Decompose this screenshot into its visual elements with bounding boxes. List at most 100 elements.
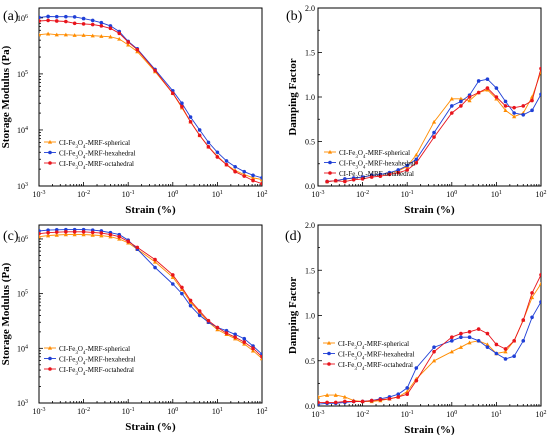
panel-label: (d) (285, 229, 302, 244)
data-point-octahedral (521, 318, 526, 322)
data-point-octahedral (206, 318, 211, 323)
x-tick-exponent: -3 (41, 407, 46, 413)
data-point-spherical (72, 232, 77, 237)
chart-panel: 10-3 10-2 10-1 100 101 1020.00.51.01.52.0Stra… (286, 4, 547, 216)
x-tick-label: 101 (491, 190, 502, 199)
y-tick-label: 1.5 (305, 266, 315, 275)
data-point-hexahedral (494, 86, 499, 90)
data-point-octahedral (135, 47, 140, 52)
x-tick-label: 10-2 (356, 410, 369, 419)
data-point-octahedral (351, 177, 356, 182)
data-point-hexahedral (485, 77, 490, 81)
data-point-octahedral (476, 327, 481, 331)
data-point-spherical (170, 275, 175, 279)
x-tick-base: 10 (312, 410, 320, 419)
y-tick-exponent: 3 (25, 399, 28, 405)
x-tick-label: 102 (257, 190, 268, 199)
data-point-hexahedral (396, 392, 401, 397)
y-tick-label: 103 (17, 182, 28, 191)
data-point-octahedral (414, 378, 419, 383)
data-point-octahedral (54, 19, 59, 23)
data-point-octahedral (530, 98, 534, 103)
data-point-hexahedral (153, 265, 157, 270)
data-point-octahedral (432, 135, 436, 139)
data-point-hexahedral (206, 140, 211, 145)
y-tick-base: 10 (17, 344, 25, 353)
legend-label-hexahedral: CI-Fe3O4-MRF-hexahedral (339, 159, 416, 170)
data-point-hexahedral (242, 169, 247, 174)
y-tick-label: 106 (17, 235, 28, 244)
x-axis-label: Strain (%) (125, 421, 176, 433)
data-point-hexahedral (197, 128, 202, 132)
data-point-octahedral (126, 239, 130, 244)
x-tick-base: 10 (212, 190, 220, 199)
data-point-hexahedral (260, 176, 262, 180)
x-tick-exponent: 2 (265, 190, 268, 196)
x-tick-label: 100 (446, 410, 457, 419)
x-tick-base: 10 (446, 190, 454, 199)
x-tick-exponent: 1 (499, 410, 502, 416)
x-tick-exponent: 2 (544, 190, 547, 196)
data-point-octahedral (99, 24, 104, 28)
y-tick-base: 10 (17, 290, 25, 299)
data-point-spherical (342, 394, 347, 399)
data-point-spherical (449, 96, 454, 101)
data-point-octahedral (369, 175, 374, 179)
data-point-spherical (503, 349, 508, 354)
data-point-hexahedral (396, 168, 401, 172)
x-tick-exponent: -1 (130, 407, 135, 413)
data-point-spherical (126, 42, 131, 47)
data-point-hexahedral (512, 111, 516, 115)
data-point-octahedral (81, 230, 86, 234)
data-point-octahedral (459, 331, 463, 336)
data-point-hexahedral (197, 313, 202, 318)
y-tick-label: 105 (17, 70, 28, 79)
axes-frame (317, 7, 542, 187)
data-point-octahedral (467, 329, 472, 334)
data-point-spherical (46, 31, 51, 36)
y-axis-label: Damping Factor (287, 58, 299, 135)
y-tick-exponent: 5 (25, 290, 28, 296)
data-point-octahedral (135, 245, 140, 250)
legend-label-octahedral: CI-Fe3O4-MRF-octahedral (59, 366, 134, 377)
y-tick-label: 0.5 (305, 138, 315, 147)
data-point-octahedral (485, 86, 490, 90)
legend: CI-Fe3O4-MRF-sphericalCI-Fe3O4-MRF-hexah… (324, 149, 416, 180)
data-point-spherical (512, 114, 517, 119)
data-point-octahedral (242, 340, 247, 344)
data-point-octahedral (405, 392, 410, 397)
data-point-octahedral (539, 66, 541, 71)
data-point-spherical (449, 349, 454, 354)
data-point-hexahedral (512, 354, 516, 359)
y-tick-label: 0.0 (305, 182, 315, 191)
panel-label: (b) (286, 9, 303, 24)
data-point-octahedral (387, 172, 392, 177)
data-point-octahedral (188, 298, 193, 303)
data-point-octahedral (503, 104, 508, 108)
x-tick-base: 10 (122, 190, 130, 199)
data-point-octahedral (414, 161, 419, 165)
data-point-octahedral (467, 95, 472, 99)
data-point-hexahedral (530, 108, 534, 113)
data-point-spherical (117, 236, 122, 241)
data-point-octahedral (325, 400, 329, 405)
data-point-hexahedral (530, 315, 534, 320)
x-tick-exponent: -2 (85, 190, 90, 196)
data-point-octahedral (64, 19, 68, 24)
data-point-spherical (503, 108, 508, 113)
x-tick-base: 10 (536, 190, 544, 199)
data-point-octahedral (108, 26, 113, 31)
data-point-octahedral (215, 155, 220, 159)
data-point-octahedral (476, 90, 481, 95)
x-tick-label: 100 (167, 190, 178, 199)
legend-marker-octahedral (328, 171, 332, 175)
data-point-hexahedral (81, 16, 86, 21)
data-point-hexahedral (414, 366, 419, 370)
data-point-hexahedral (521, 113, 526, 117)
x-tick-label: 101 (212, 407, 223, 416)
legend-marker-octahedral (48, 367, 52, 371)
data-point-octahedral (153, 68, 157, 73)
x-tick-exponent: 1 (220, 190, 223, 196)
data-point-octahedral (260, 181, 262, 186)
